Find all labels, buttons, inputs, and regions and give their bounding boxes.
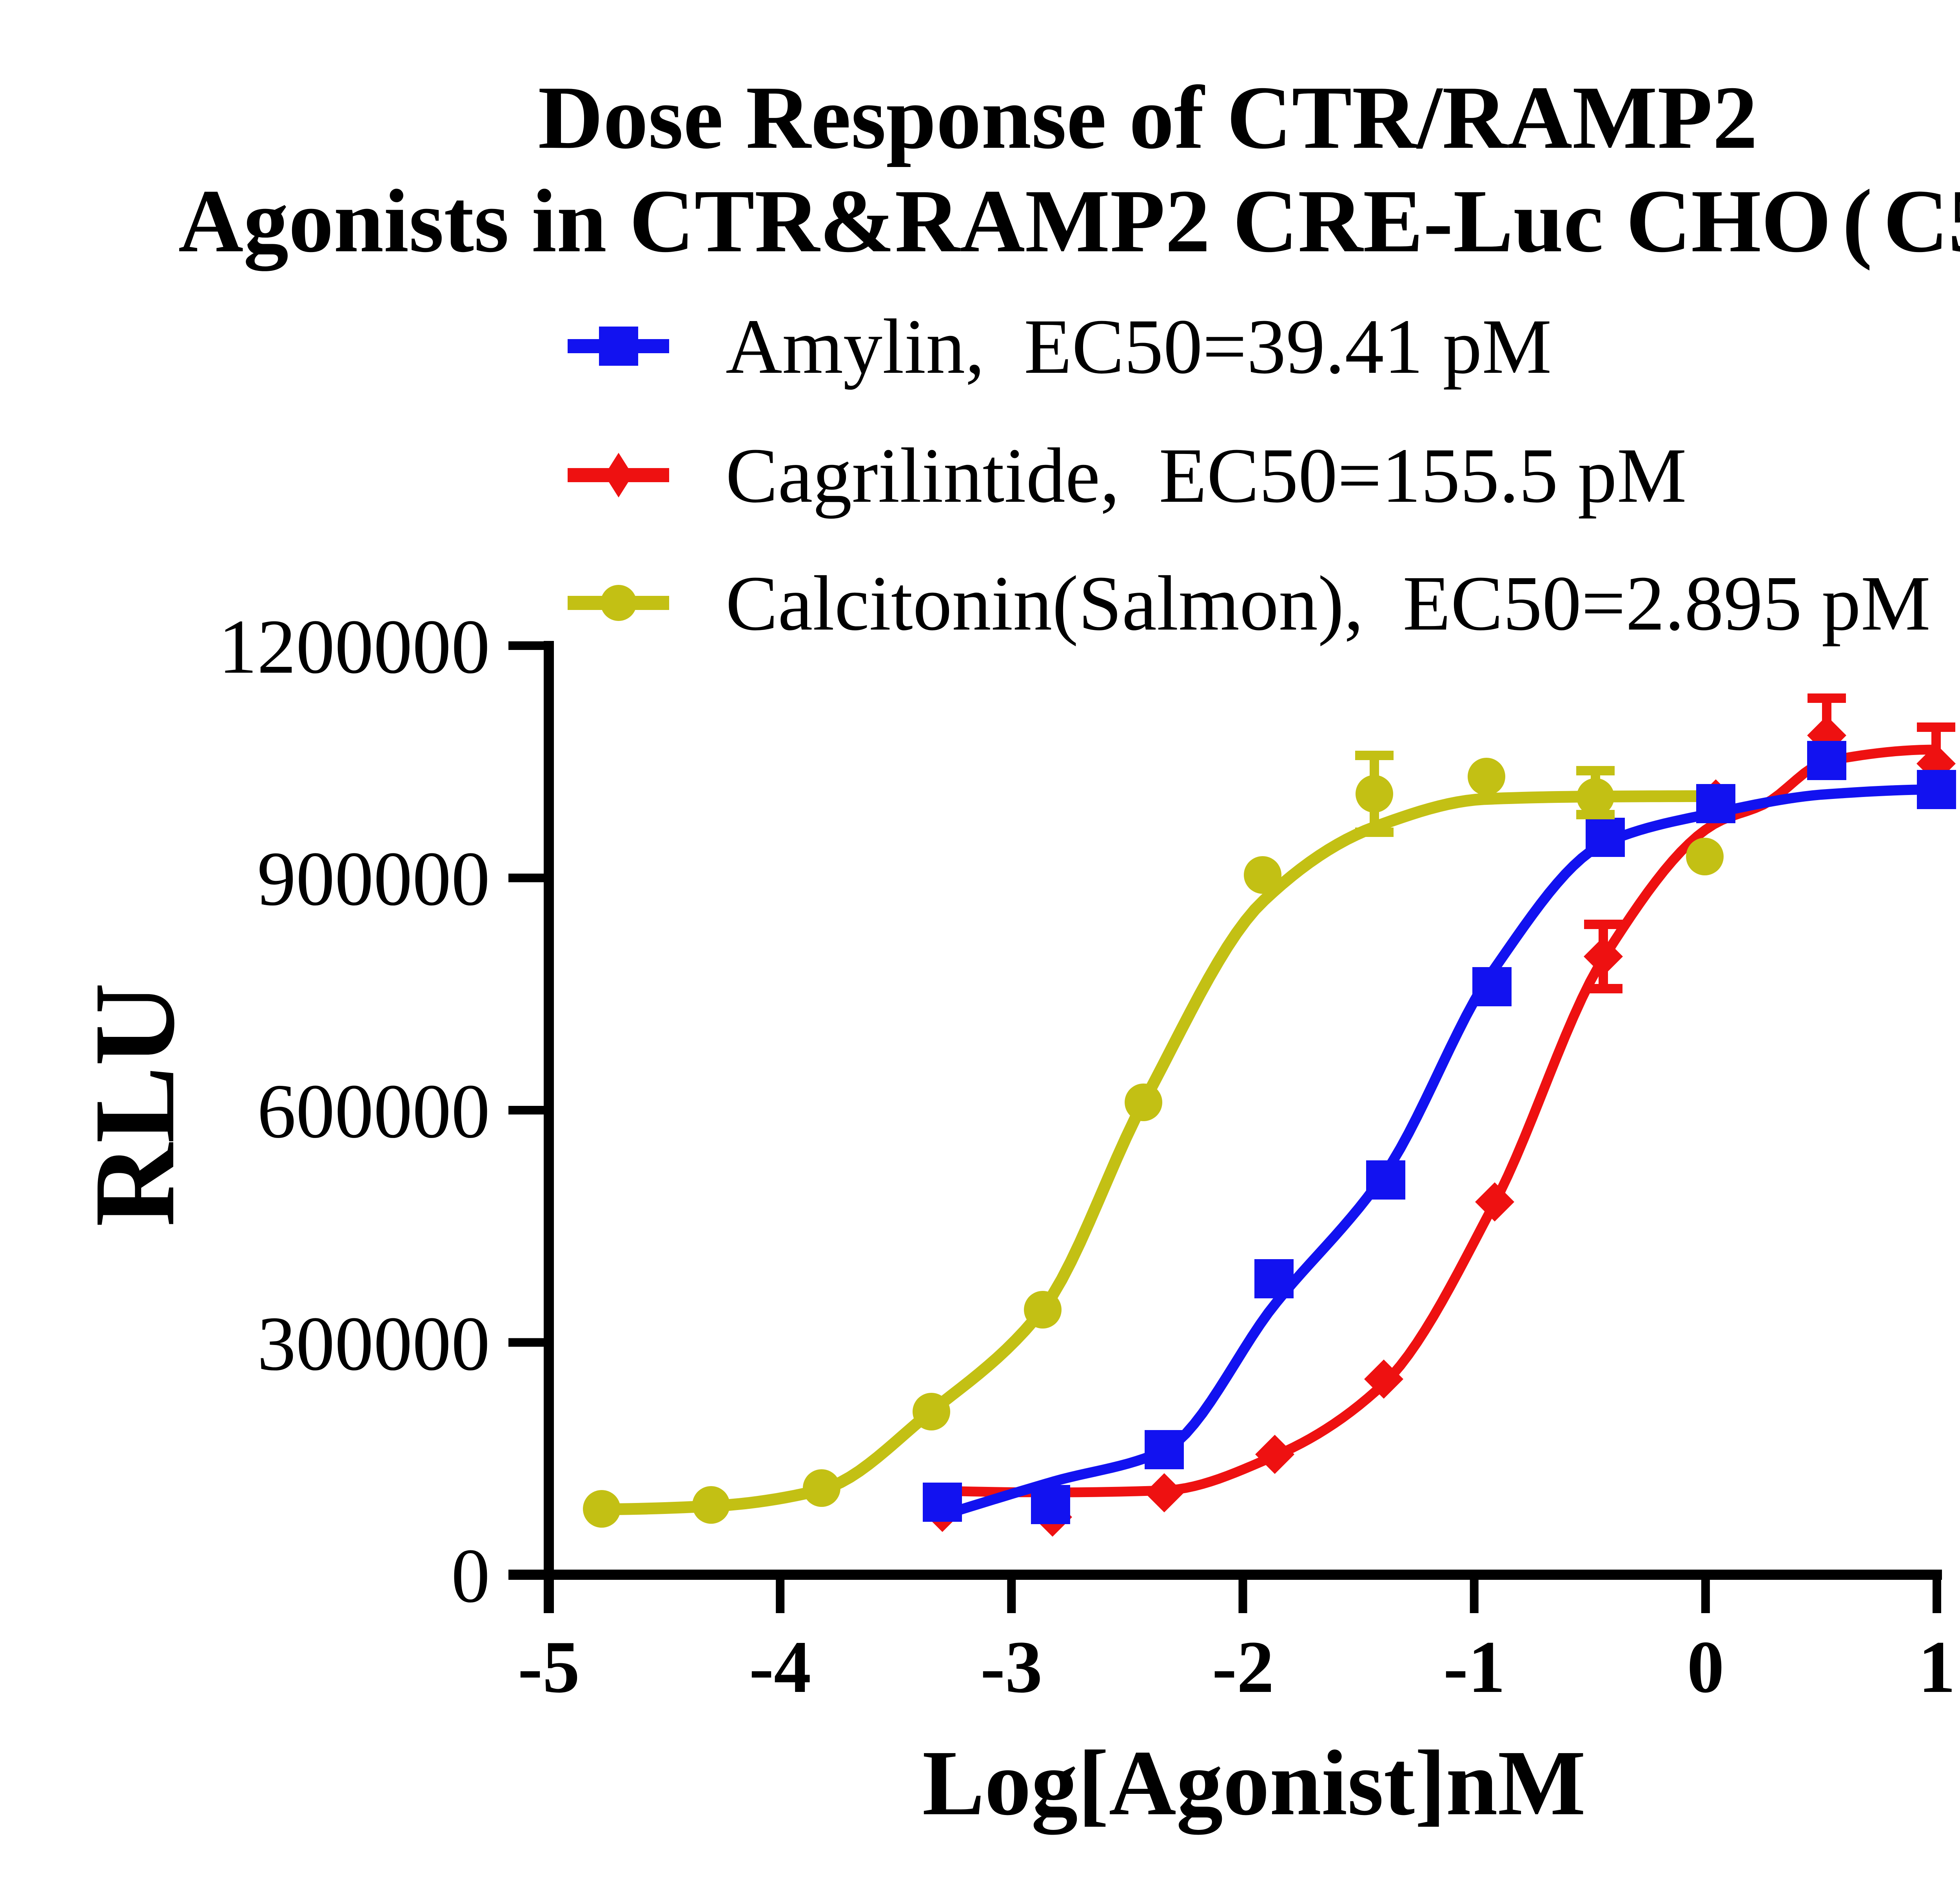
svg-text:300000: 300000 — [257, 1301, 490, 1387]
svg-text:0: 0 — [1687, 1626, 1724, 1708]
svg-text:Log[Agonist]nM: Log[Agonist]nM — [922, 1732, 1586, 1835]
svg-text:-4: -4 — [749, 1626, 811, 1708]
svg-text:Agonists in CTR&RAMP2 CRE-Luc: Agonists in CTR&RAMP2 CRE-Luc CHO(C53) — [178, 171, 1960, 271]
svg-text:-1: -1 — [1443, 1626, 1505, 1708]
svg-text:RLU: RLU — [70, 983, 198, 1227]
svg-text:1200000: 1200000 — [218, 604, 490, 690]
svg-text:-2: -2 — [1212, 1626, 1274, 1708]
svg-text:Dose Response of CTR/RAMP2: Dose Response of CTR/RAMP2 — [538, 67, 1757, 167]
svg-text:600000: 600000 — [257, 1068, 490, 1154]
svg-text:Calcitonin(Salmon), EC50=2.89: Calcitonin(Salmon), EC50=2.895 pM — [726, 560, 1931, 647]
svg-text:900000: 900000 — [257, 836, 490, 922]
svg-text:-5: -5 — [518, 1626, 580, 1708]
svg-text:1: 1 — [1918, 1626, 1956, 1708]
svg-text:Cagrilintide, EC50=155.5 pM: Cagrilintide, EC50=155.5 pM — [726, 432, 1687, 519]
svg-text:Amylin, EC50=39.41 pM: Amylin, EC50=39.41 pM — [726, 303, 1552, 390]
svg-text:0: 0 — [451, 1533, 490, 1619]
svg-text:-3: -3 — [980, 1626, 1042, 1708]
